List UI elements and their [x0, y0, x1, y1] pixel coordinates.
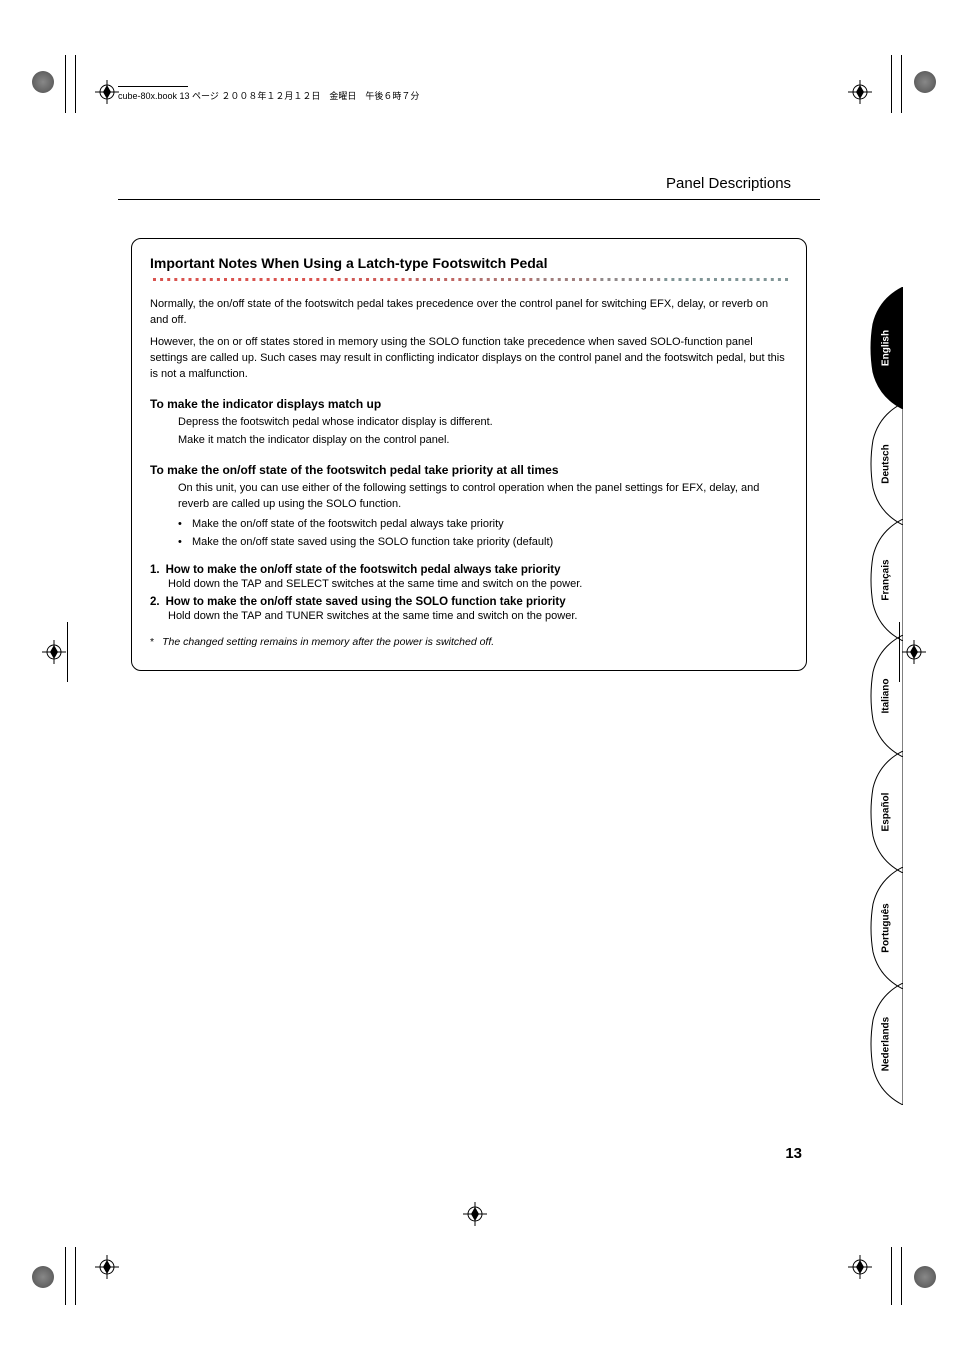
crop-vline-bl2	[75, 1247, 76, 1305]
crop-ornament-tl	[32, 71, 54, 93]
lang-label-francais: Français	[881, 559, 892, 600]
para-2: However, the on or off states stored in …	[150, 335, 788, 383]
crop-ornament-bl	[32, 1266, 54, 1288]
page-number: 13	[785, 1145, 802, 1162]
lang-label-deutsch: Deutsch	[881, 444, 892, 483]
bullet-1: Make the on/off state of the footswitch …	[178, 516, 788, 534]
lang-label-english: English	[881, 330, 892, 366]
language-tabs: English Deutsch Français Italiano Españo…	[869, 287, 903, 1099]
file-header-text: cube-80x.book 13 ページ ２００８年１２月１２日 金曜日 午後６…	[118, 89, 419, 102]
sub1-line-2: Make it match the indicator display on t…	[178, 433, 788, 449]
crop-target-tl	[95, 80, 119, 104]
lang-tab-nederlands[interactable]: Nederlands	[869, 983, 903, 1105]
num-item-1: 1. How to make the on/off state of the f…	[150, 564, 788, 590]
page-title: Panel Descriptions	[666, 175, 791, 192]
crop-target-tr	[848, 80, 872, 104]
footnote-text: The changed setting remains in memory af…	[162, 636, 494, 648]
header-overline	[118, 86, 188, 87]
para-1: Normally, the on/off state of the footsw…	[150, 297, 788, 329]
num-item-2: 2. How to make the on/off state saved us…	[150, 596, 788, 622]
crop-vline-tr	[901, 55, 902, 113]
subhead-1: To make the indicator displays match up	[150, 397, 788, 411]
lang-tab-deutsch[interactable]: Deutsch	[869, 403, 903, 525]
crop-vline-br2	[891, 1247, 892, 1305]
crop-vline-bl	[65, 1247, 66, 1305]
lang-tab-espanol[interactable]: Español	[869, 751, 903, 873]
crop-vline-tr2	[891, 55, 892, 113]
notes-box: Important Notes When Using a Latch-type …	[131, 238, 807, 671]
lang-tab-italiano[interactable]: Italiano	[869, 635, 903, 757]
crop-ornament-br	[914, 1266, 936, 1288]
crop-vline-ml	[67, 622, 68, 682]
lang-tab-english[interactable]: English	[869, 287, 903, 409]
footnote: * The changed setting remains in memory …	[150, 636, 788, 648]
num-1-number: 1.	[150, 564, 160, 576]
num-2-number: 2.	[150, 596, 160, 608]
numbered-list: 1. How to make the on/off state of the f…	[150, 564, 788, 622]
lang-label-portugues: Português	[881, 903, 892, 952]
crop-target-mr	[902, 640, 926, 664]
num-1-head: How to make the on/off state of the foot…	[166, 564, 561, 576]
dotted-rule	[150, 275, 788, 285]
lang-tab-portugues[interactable]: Português	[869, 867, 903, 989]
bullet-2: Make the on/off state saved using the SO…	[178, 534, 788, 552]
title-rule	[118, 199, 820, 200]
crop-vline-tl	[65, 55, 66, 113]
crop-target-br	[848, 1255, 872, 1279]
crop-vline-br	[901, 1247, 902, 1305]
num-1-body: Hold down the TAP and SELECT switches at…	[150, 578, 788, 590]
num-2-body: Hold down the TAP and TUNER switches at …	[150, 610, 788, 622]
sub1-line-1: Depress the footswitch pedal whose indic…	[178, 415, 788, 431]
subhead-2: To make the on/off state of the footswit…	[150, 463, 788, 477]
lang-tab-francais[interactable]: Français	[869, 519, 903, 641]
bullet-list: Make the on/off state of the footswitch …	[150, 516, 788, 551]
crop-target-ml	[42, 640, 66, 664]
crop-target-bc	[463, 1202, 487, 1226]
lang-label-nederlands: Nederlands	[881, 1017, 892, 1071]
box-title: Important Notes When Using a Latch-type …	[150, 255, 788, 271]
crop-target-bl	[95, 1255, 119, 1279]
footnote-mark: *	[150, 636, 154, 648]
num-2-head: How to make the on/off state saved using…	[166, 596, 566, 608]
sub2-line-1: On this unit, you can use either of the …	[178, 481, 788, 513]
crop-vline-tl2	[75, 55, 76, 113]
crop-ornament-tr	[914, 71, 936, 93]
lang-label-italiano: Italiano	[881, 678, 892, 713]
lang-label-espanol: Español	[881, 793, 892, 832]
